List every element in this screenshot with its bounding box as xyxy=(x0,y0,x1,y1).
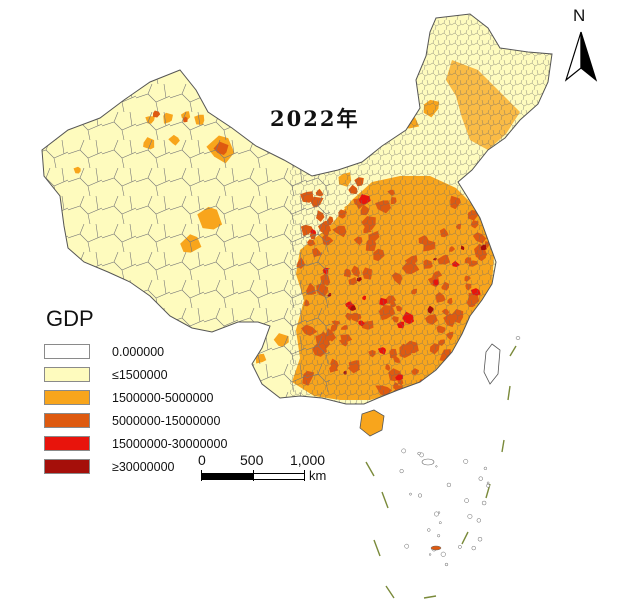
district-patch xyxy=(482,329,494,342)
legend-swatch xyxy=(44,459,90,474)
north-arrow-label: N xyxy=(573,6,586,25)
small-island xyxy=(446,482,452,488)
taiwan-island xyxy=(483,343,501,385)
small-island xyxy=(477,536,483,542)
small-island xyxy=(399,469,404,474)
legend-label: 1500000-5000000 xyxy=(112,390,214,405)
scale-bar-tick xyxy=(304,470,305,481)
small-island xyxy=(483,466,488,471)
nine-dash-line-segment xyxy=(423,595,437,599)
scale-bar-tick-label: 500 xyxy=(240,452,264,468)
legend-label: 15000000-30000000 xyxy=(112,436,228,451)
small-island xyxy=(409,492,412,496)
scale-bar-white-segment xyxy=(253,473,305,480)
district-patch xyxy=(460,352,468,360)
district-patch xyxy=(468,351,475,358)
legend-item: 5000000-15000000 xyxy=(44,409,227,432)
small-island xyxy=(458,545,462,549)
small-island xyxy=(427,528,431,532)
nine-dash-line-segment xyxy=(385,585,395,599)
scale-bar-tick-label: 1,000 xyxy=(290,452,326,468)
small-island xyxy=(404,543,410,549)
map-legend: GDP 0.000000 ≤1500000 1500000-5000000 50000… xyxy=(44,306,227,478)
small-island xyxy=(440,551,446,557)
district-patch xyxy=(443,376,450,382)
legend-label: 5000000-15000000 xyxy=(112,413,221,428)
nine-dash-line-segment xyxy=(509,345,517,357)
legend-item: 15000000-30000000 xyxy=(44,432,227,455)
scale-bar: 0 500 1,000 km xyxy=(198,452,338,488)
district-patch xyxy=(425,377,432,385)
boundary-lines-east xyxy=(290,14,552,404)
nine-dash-line-segment xyxy=(461,531,469,545)
legend-swatch xyxy=(44,344,90,359)
scale-bar-unit: km xyxy=(309,468,327,483)
small-island xyxy=(467,513,473,519)
legend-label: ≥30000000 xyxy=(112,459,175,474)
scale-bar-tick xyxy=(253,470,254,481)
legend-label: 0.000000 xyxy=(112,344,165,359)
small-island xyxy=(437,534,441,538)
small-island xyxy=(476,518,481,523)
small-island xyxy=(417,493,423,498)
small-island xyxy=(486,481,490,485)
small-island xyxy=(434,511,439,517)
scale-bar-tick xyxy=(201,470,202,481)
legend-item: 1500000-5000000 xyxy=(44,386,227,409)
small-island xyxy=(481,500,487,506)
small-island xyxy=(421,458,435,466)
map-title: 2022年 xyxy=(270,106,360,131)
small-island xyxy=(444,562,449,567)
small-island xyxy=(401,448,407,454)
district-patch xyxy=(410,389,421,400)
legend-item: 0.000000 xyxy=(44,340,227,363)
legend-swatch xyxy=(44,413,90,428)
small-island xyxy=(515,336,521,340)
district-patch xyxy=(454,358,464,367)
district-patch xyxy=(473,350,483,361)
small-island xyxy=(435,465,438,468)
district-patch xyxy=(485,322,491,329)
small-island xyxy=(438,521,442,525)
small-island xyxy=(486,483,490,488)
north-arrow: N xyxy=(562,6,602,86)
legend-swatch xyxy=(44,367,90,382)
scale-bar-tick-label: 0 xyxy=(198,452,206,468)
legend-swatch xyxy=(44,436,90,451)
small-island xyxy=(478,476,483,481)
scale-bar-black-segment xyxy=(201,473,253,480)
legend-label: ≤1500000 xyxy=(112,367,168,382)
nine-dash-line-segment xyxy=(381,491,389,509)
small-island xyxy=(430,545,442,551)
small-island xyxy=(417,451,421,456)
nine-dash-line-segment xyxy=(501,439,505,453)
district-patch xyxy=(447,390,453,396)
nine-dash-line-segment xyxy=(507,385,511,401)
china-outline xyxy=(41,13,553,405)
district-patch xyxy=(475,351,485,360)
legend-title: GDP xyxy=(46,306,94,331)
small-island xyxy=(428,553,432,556)
district-patch xyxy=(471,189,482,201)
legend-item: ≥30000000 xyxy=(44,455,227,478)
small-island xyxy=(471,545,476,551)
district-patch xyxy=(442,383,454,393)
nine-dash-line-segment xyxy=(373,539,381,557)
nine-dash-line-segment xyxy=(365,461,375,477)
legend-swatch xyxy=(44,390,90,405)
hainan-island xyxy=(359,409,385,437)
north-arrow-icon xyxy=(564,31,598,82)
small-island xyxy=(464,498,469,503)
small-island xyxy=(463,458,469,464)
district-patch xyxy=(482,303,488,309)
district-patch xyxy=(467,337,474,343)
legend-item: ≤1500000 xyxy=(44,363,227,386)
district-patch xyxy=(486,190,493,196)
